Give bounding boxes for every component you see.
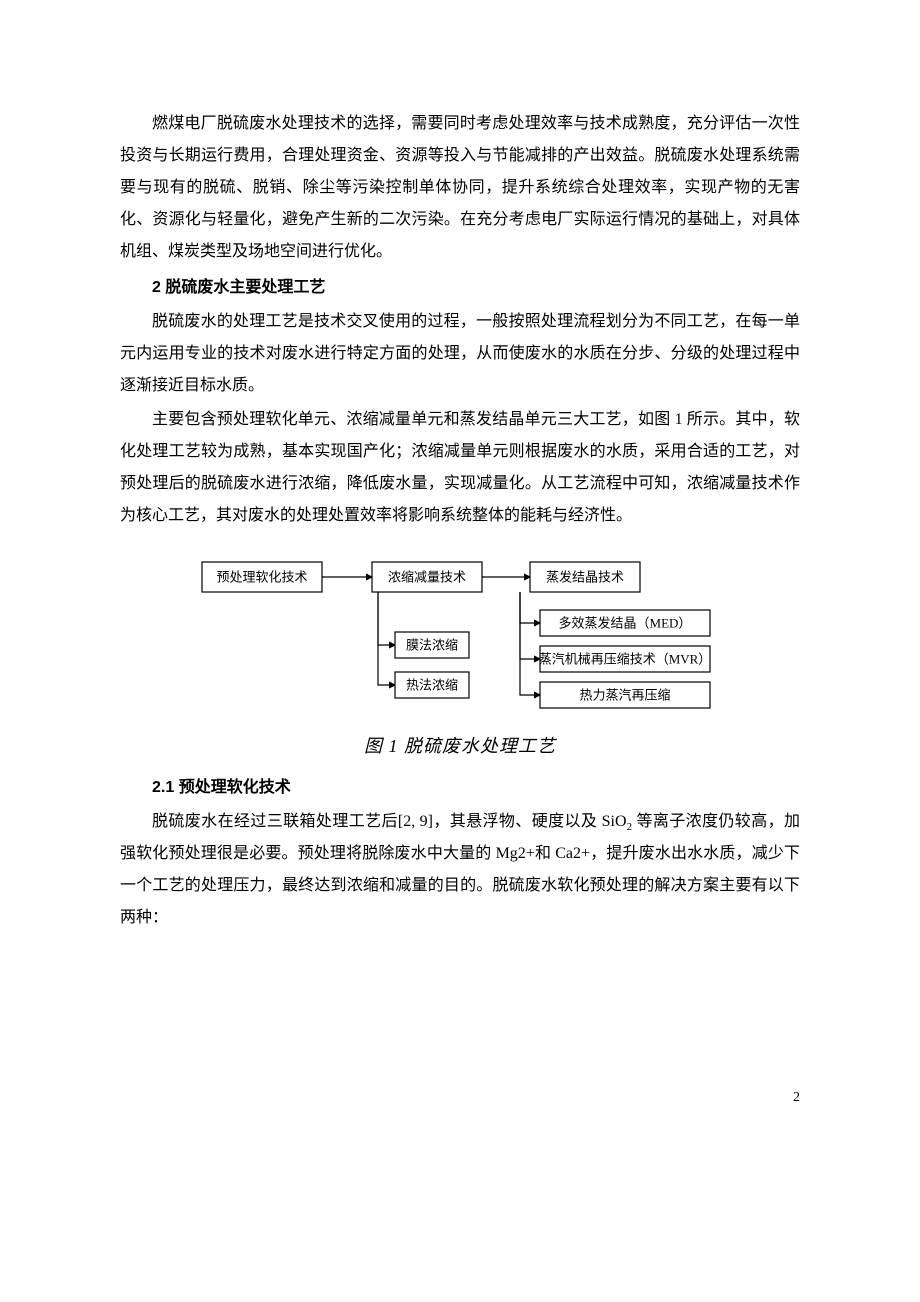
flow-node-n5: 热法浓缩 <box>395 672 469 698</box>
page: 燃煤电厂脱硫废水处理技术的选择，需要同时考虑处理效率与技术成熟度，充分评估一次性… <box>0 0 920 1112</box>
figure-1-caption: 图 1 脱硫废水处理工艺 <box>190 728 730 764</box>
flow-edge <box>520 592 540 659</box>
flow-edge <box>378 592 395 645</box>
flow-edge <box>520 592 540 695</box>
svg-text:蒸汽机械再压缩技术（MVR）: 蒸汽机械再压缩技术（MVR） <box>539 652 712 667</box>
flow-node-n8: 热力蒸汽再压缩 <box>540 682 710 708</box>
heading-2-1: 2.1 预处理软化技术 <box>120 772 800 804</box>
svg-text:浓缩减量技术: 浓缩减量技术 <box>388 570 466 585</box>
figure-1: 预处理软化技术 浓缩减量技术 蒸发结晶技术膜法浓缩热法浓缩 多效蒸发结晶（MED） 蒸汽… <box>190 554 730 764</box>
flow-node-n1: 预处理软化技术 <box>202 562 322 592</box>
svg-text:膜法浓缩: 膜法浓缩 <box>406 638 458 653</box>
paragraph-4: 脱硫废水在经过三联箱处理工艺后[2, 9]，其悬浮物、硬度以及 SiO2 等离子… <box>120 806 800 934</box>
paragraph-1: 燃煤电厂脱硫废水处理技术的选择，需要同时考虑处理效率与技术成熟度，充分评估一次性… <box>120 108 800 268</box>
svg-text:预处理软化技术: 预处理软化技术 <box>216 570 307 585</box>
flowchart-svg: 预处理软化技术 浓缩减量技术 蒸发结晶技术膜法浓缩热法浓缩 多效蒸发结晶（MED） 蒸汽… <box>190 554 730 718</box>
flow-node-n6: 多效蒸发结晶（MED） <box>540 610 710 636</box>
page-number: 2 <box>120 1084 800 1112</box>
flow-edge <box>378 592 395 685</box>
paragraph-2: 脱硫废水的处理工艺是技术交叉使用的过程，一般按照处理流程划分为不同工艺，在每一单… <box>120 306 800 402</box>
paragraph-4a: 脱硫废水在经过三联箱处理工艺后[2, 9]，其悬浮物、硬度以及 SiO <box>152 813 627 830</box>
flow-node-n4: 膜法浓缩 <box>395 632 469 658</box>
flow-node-n3: 蒸发结晶技术 <box>530 562 640 592</box>
svg-text:热力蒸汽再压缩: 热力蒸汽再压缩 <box>579 688 670 703</box>
paragraph-3: 主要包含预处理软化单元、浓缩减量单元和蒸发结晶单元三大工艺，如图 1 所示。其中… <box>120 404 800 532</box>
svg-text:多效蒸发结晶（MED）: 多效蒸发结晶（MED） <box>559 616 692 631</box>
flow-node-n2: 浓缩减量技术 <box>372 562 482 592</box>
heading-2: 2 脱硫废水主要处理工艺 <box>120 272 800 304</box>
flow-edge <box>520 592 540 623</box>
svg-text:热法浓缩: 热法浓缩 <box>406 678 458 693</box>
flow-node-n7: 蒸汽机械再压缩技术（MVR） <box>539 646 712 672</box>
svg-text:蒸发结晶技术: 蒸发结晶技术 <box>546 570 624 585</box>
